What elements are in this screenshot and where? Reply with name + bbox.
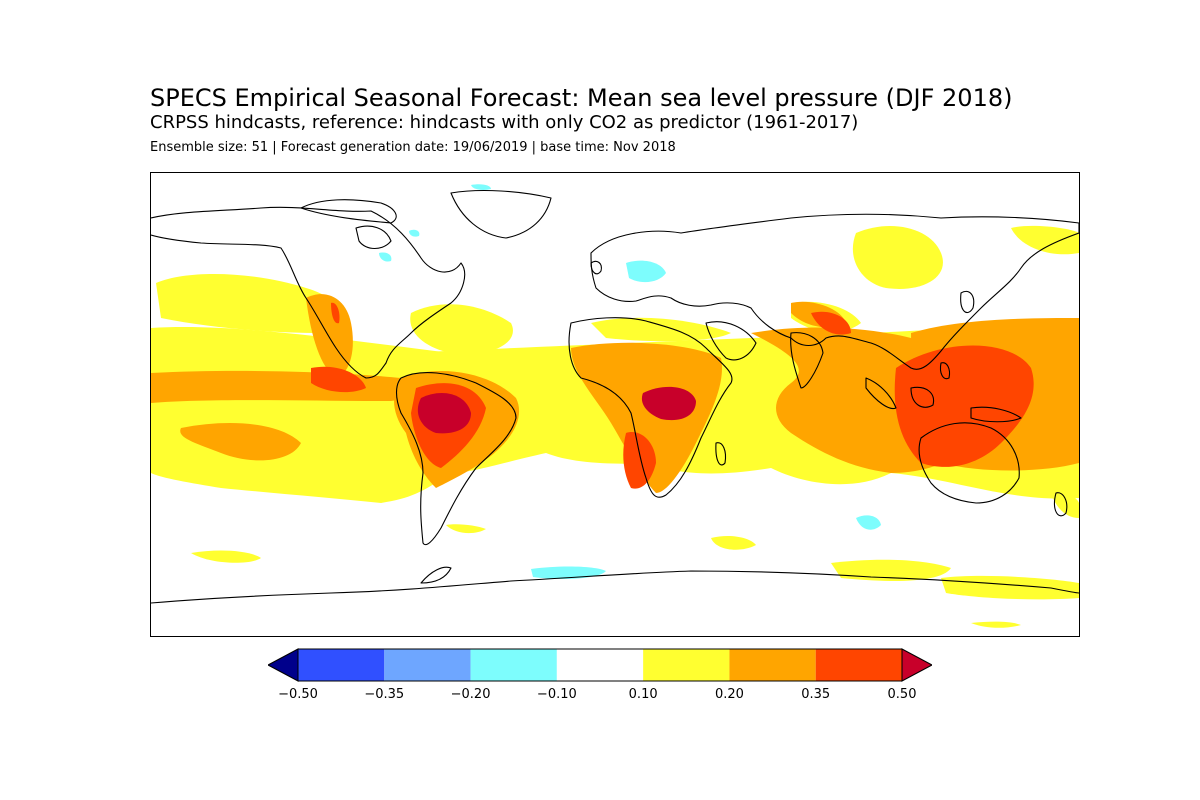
yellow-far-south xyxy=(971,621,1021,628)
colorbar-bin xyxy=(470,649,557,681)
yellow-east-asia xyxy=(852,225,943,289)
yellow-southern-indian xyxy=(711,535,756,550)
map-subtitle: CRPSS hindcasts, reference: hindcasts wi… xyxy=(150,112,859,133)
coast-hudson-bay xyxy=(355,225,392,250)
coast-arabia xyxy=(705,321,757,361)
deep-red-central-africa xyxy=(641,386,696,421)
map-title: SPECS Empirical Seasonal Forecast: Mean … xyxy=(150,84,1013,112)
colorbar-extend-low xyxy=(268,648,299,682)
colorbar-bin xyxy=(298,649,385,681)
colorbar-bin xyxy=(643,649,730,681)
colorbar xyxy=(268,648,932,682)
red-central-america xyxy=(311,366,366,393)
colorbar-bin xyxy=(384,649,471,681)
colorbar-tick-label: 0.50 xyxy=(887,687,917,702)
coast-australia xyxy=(918,422,1020,504)
coast-british-isles xyxy=(590,260,602,275)
coast-south-america xyxy=(395,372,517,546)
cyan-arctic xyxy=(471,184,491,190)
yellow-north-africa xyxy=(591,317,731,342)
coast-sumatra xyxy=(865,377,897,410)
forecast-info: Ensemble size: 51 | Forecast generation … xyxy=(150,140,676,155)
coast-canadian-arctic xyxy=(300,199,397,224)
coast-new-guinea xyxy=(970,406,1022,423)
colorbar-tick-label: −0.20 xyxy=(450,687,491,702)
coast-borneo xyxy=(910,386,935,408)
cyan-north-atlantic xyxy=(379,252,392,262)
deep-red-amazon xyxy=(417,393,471,434)
colorbar-bin xyxy=(815,649,902,681)
coast-greenland xyxy=(450,189,552,239)
world-map xyxy=(150,172,1080,637)
colorbar-tick-label: 0.20 xyxy=(714,687,744,702)
cyan-europe xyxy=(626,260,666,283)
coast-madagascar xyxy=(715,442,727,466)
red-mexico xyxy=(331,302,340,324)
yellow-north-pacific-west xyxy=(1011,225,1079,255)
cyan-southern-indian xyxy=(856,515,881,530)
colorbar-tick-label: 0.35 xyxy=(801,687,831,702)
coast-new-zealand xyxy=(1053,492,1068,517)
orange-mexico xyxy=(306,294,353,378)
red-china-inland xyxy=(811,311,851,335)
yellow-north-pacific xyxy=(156,273,339,333)
orange-africa xyxy=(571,342,722,493)
yellow-north-atlantic xyxy=(410,304,513,354)
coast-philippines xyxy=(939,362,951,380)
coast-north-america xyxy=(151,206,466,379)
colorbar-extend-high xyxy=(901,648,932,682)
yellow-south-east-pacific xyxy=(191,550,261,563)
colorbar-tick-label: −0.50 xyxy=(278,687,318,702)
yellow-southern-pacific xyxy=(831,559,951,581)
cyan-southern-ocean xyxy=(531,566,606,579)
coast-japan xyxy=(960,290,975,313)
skill-shading xyxy=(151,184,1079,628)
colorbar-tick-label: 0.10 xyxy=(628,687,658,702)
colorbar-bin xyxy=(729,649,816,681)
colorbar-tick-label: −0.35 xyxy=(364,687,405,702)
cyan-greenland-sea xyxy=(409,229,420,237)
yellow-southern-atlantic xyxy=(446,524,486,534)
coast-africa xyxy=(568,317,733,498)
yellow-antarctic xyxy=(941,575,1079,600)
coast-europe xyxy=(590,213,1079,370)
coast-antarctic-peninsula xyxy=(420,566,452,584)
colorbar-bin xyxy=(556,649,644,681)
red-maritime-continent xyxy=(894,345,1034,467)
coast-antarctica xyxy=(151,570,1079,604)
coastlines xyxy=(151,189,1079,604)
colorbar-tick-label: −0.10 xyxy=(536,687,577,702)
colorbar-outline xyxy=(297,648,903,682)
red-south-africa xyxy=(623,432,656,489)
orange-south-pacific xyxy=(180,423,301,461)
yellow-new-zealand xyxy=(1051,492,1079,518)
coast-india xyxy=(790,332,824,389)
